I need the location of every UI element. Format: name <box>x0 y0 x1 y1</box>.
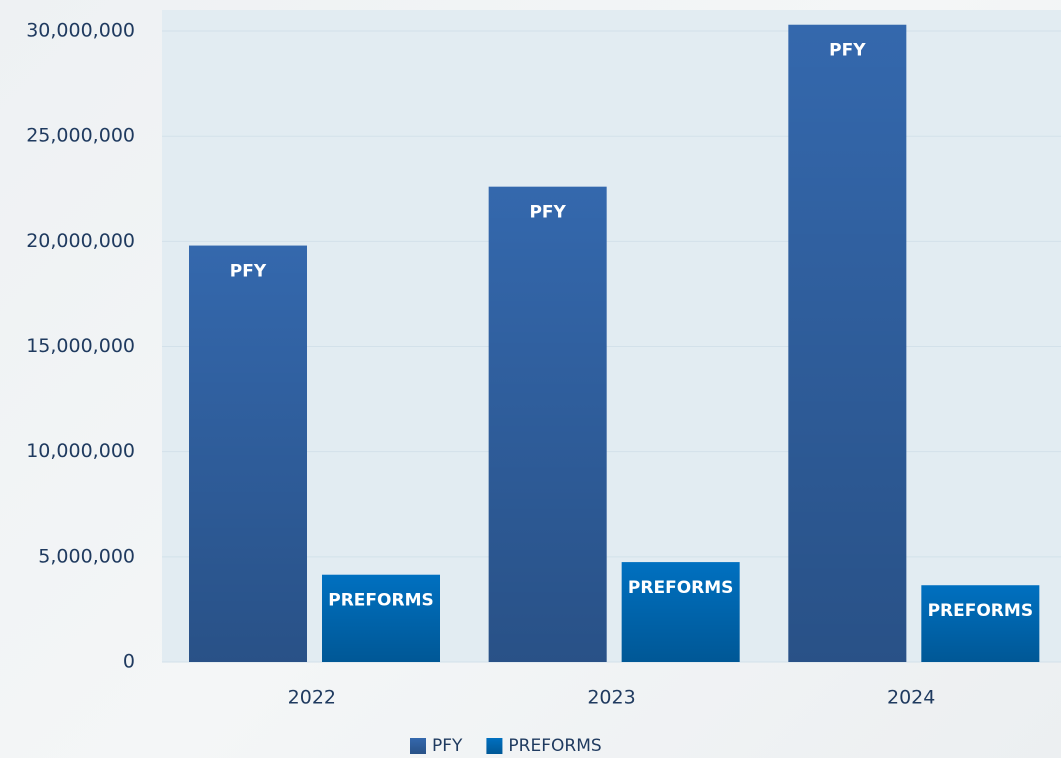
bar-label: PFY <box>829 41 866 61</box>
x-tick-label: 2024 <box>887 687 935 709</box>
bar-label: PFY <box>529 203 566 223</box>
bar <box>788 24 907 662</box>
legend-label: PREFORMS <box>508 736 601 756</box>
bar <box>322 574 440 662</box>
plot-area <box>162 10 1061 662</box>
bar-label: PREFORMS <box>928 601 1033 621</box>
y-tick-label: 15,000,000 <box>26 335 135 357</box>
legend-label: PFY <box>432 736 463 756</box>
y-tick-label: 20,000,000 <box>26 230 135 252</box>
bar-label: PFY <box>230 262 267 282</box>
bar-label: PREFORMS <box>628 578 733 598</box>
legend-swatch-shade <box>410 738 426 754</box>
y-tick-label: 30,000,000 <box>26 20 135 42</box>
bar <box>189 245 307 663</box>
y-tick-label: 10,000,000 <box>26 440 135 462</box>
bar-label: PREFORMS <box>328 591 433 611</box>
bar <box>488 186 607 663</box>
bar <box>621 562 740 662</box>
bar <box>921 585 1040 662</box>
x-tick-label: 2022 <box>288 687 336 709</box>
x-tick-label: 2023 <box>587 687 635 709</box>
y-tick-label: 25,000,000 <box>26 125 135 147</box>
legend-swatch-shade <box>486 738 503 754</box>
y-tick-label: 0 <box>123 651 135 673</box>
y-tick-label: 5,000,000 <box>38 545 135 567</box>
